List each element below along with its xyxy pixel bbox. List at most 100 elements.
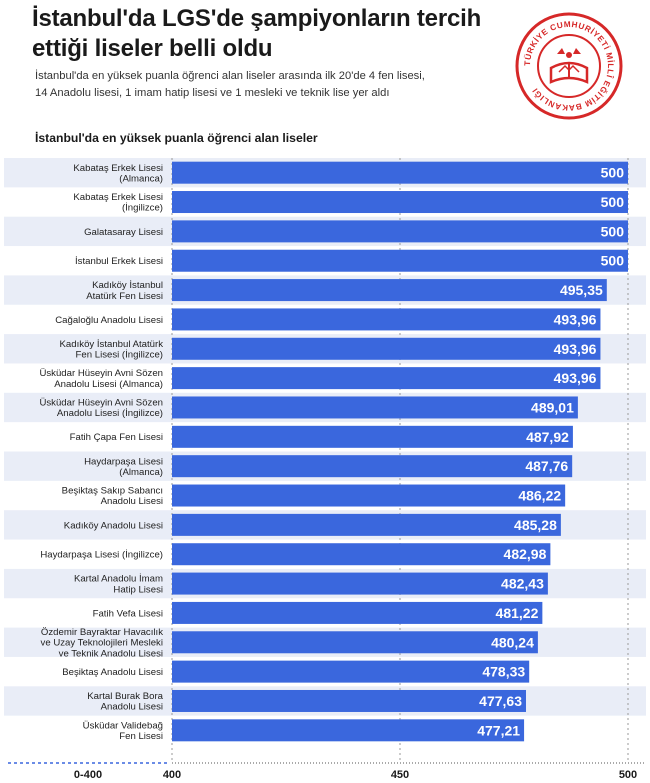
category-label: Kartal Anadolu İmam Hatip Lisesi	[74, 574, 163, 596]
category-label: Kadıköy İstanbul Atatürk Fen Lisesi (İngi…	[60, 339, 164, 361]
bar	[172, 513, 561, 536]
category-label-line: Fen Lisesi (İngilizce)	[76, 349, 163, 360]
axis-break-label: 0-400	[74, 769, 102, 781]
category-label-line: Anadolu Lisesi	[101, 702, 163, 713]
category-label-line: ve Uzay Teknolojileri Mesleki	[41, 638, 163, 649]
data-label: 477,21	[477, 722, 520, 738]
category-label: Üsküdar Hüseyin Avni Sözen Anadolu Lisesi…	[39, 398, 163, 420]
data-label: 493,96	[554, 311, 597, 327]
category-label: Kadıköy İstanbul Atatürk Fen Lisesi	[86, 280, 163, 302]
tick-label: 400	[163, 769, 181, 781]
data-label: 487,92	[526, 429, 569, 445]
tick-label: 500	[619, 769, 637, 781]
data-label: 480,24	[491, 634, 534, 650]
category-label: İstanbul Erkek Lisesi	[75, 256, 163, 267]
data-label: 500	[601, 223, 625, 239]
data-label: 478,33	[482, 664, 525, 680]
data-label: 495,35	[560, 282, 603, 298]
category-label-line: Kadıköy İstanbul	[92, 280, 163, 291]
category-label-line: İstanbul Erkek Lisesi	[75, 256, 163, 267]
data-label: 500	[601, 253, 625, 269]
category-label-line: Anadolu Lisesi	[101, 496, 163, 507]
bar	[172, 484, 566, 507]
data-label: 500	[601, 194, 625, 210]
category-label-line: (Almanca)	[119, 467, 163, 478]
category-label: Haydarpaşa Lisesi (Almanca)	[84, 456, 163, 478]
category-label: Özdemir Bayraktar Havacılık ve Uzay Tekno…	[41, 627, 164, 659]
category-label-line: Anadolu Lisesi (Almanca)	[54, 379, 163, 390]
category-label-line: Özdemir Bayraktar Havacılık	[41, 627, 163, 638]
category-label-line: Atatürk Fen Lisesi	[86, 291, 163, 302]
category-label-line: Kadıköy Anadolu Lisesi	[64, 520, 163, 531]
bar	[172, 543, 551, 566]
subtitle: İstanbul'da en yüksek puanla öğrenci ala…	[35, 68, 505, 101]
bar	[172, 367, 601, 390]
subtitle-line-2: 14 Anadolu lisesi, 1 imam hatip lisesi v…	[35, 86, 390, 99]
category-label: Beşiktaş Sakıp Sabancı Anadolu Lisesi	[62, 486, 163, 508]
data-label: 493,96	[554, 341, 597, 357]
category-label: Üsküdar Hüseyin Avni Sözen Anadolu Lisesi…	[39, 368, 163, 390]
category-label: Galatasaray Lisesi	[84, 227, 163, 238]
subtitle-line-1: İstanbul'da en yüksek puanla öğrenci ala…	[35, 70, 425, 82]
bar	[172, 689, 526, 712]
bar	[172, 719, 525, 742]
category-label-line: ve Teknik Anadolu Lisesi	[59, 648, 163, 659]
category-label-line: Anadolu Lisesi (İngilizce)	[57, 408, 163, 419]
category-label-line: Beşiktaş Anadolu Lisesi	[62, 667, 163, 678]
title-line-2: ettiği liseler belli oldu	[32, 35, 273, 62]
bar	[172, 425, 573, 448]
bar	[172, 601, 543, 624]
category-label-line: Fatih Vefa Lisesi	[93, 608, 163, 619]
category-label-line: Kabataş Erkek Lisesi	[73, 163, 163, 174]
category-label: Fatih Vefa Lisesi	[93, 608, 163, 619]
bar	[172, 572, 548, 595]
bar	[172, 455, 573, 478]
data-label: 500	[601, 165, 625, 181]
category-label: Cağaloğlu Anadolu Lisesi	[55, 315, 163, 326]
category-label-line: Kartal Burak Bora	[87, 691, 163, 702]
category-label: Kabataş Erkek Lisesi (İngilizce)	[73, 192, 163, 214]
category-label-line: Haydarpaşa Lisesi (İngilizce)	[40, 550, 163, 561]
data-label: 482,98	[504, 546, 547, 562]
category-label-line: Hatip Lisesi	[113, 584, 163, 595]
category-label-line: Galatasaray Lisesi	[84, 227, 163, 238]
category-label-line: Kabataş Erkek Lisesi	[73, 192, 163, 203]
category-label: Üsküdar Validebağ Fen Lisesi	[83, 720, 163, 742]
data-label: 477,63	[479, 693, 522, 709]
data-label: 493,96	[554, 370, 597, 386]
data-label: 485,28	[514, 517, 557, 533]
category-label-line: Fen Lisesi	[119, 731, 163, 742]
category-label-line: Haydarpaşa Lisesi	[84, 456, 163, 467]
category-label-line: Fatih Çapa Fen Lisesi	[70, 432, 163, 443]
category-label-line: Üsküdar Hüseyin Avni Sözen	[39, 368, 163, 379]
meb-seal-icon: TÜRKİYE CUMHURİYETİ MİLLÎ EĞİTİM BAKANLI…	[515, 12, 623, 120]
page-title: İstanbul'da LGS'de şampiyonların tercih …	[32, 4, 502, 64]
data-label: 482,43	[501, 576, 544, 592]
bar	[172, 308, 601, 331]
chart-heading: İstanbul'da en yüksek puanla öğrenci ala…	[35, 131, 318, 145]
category-label-line: (Almanca)	[119, 173, 163, 184]
category-label: Kabataş Erkek Lisesi (Almanca)	[73, 163, 163, 185]
category-label: Beşiktaş Anadolu Lisesi	[62, 667, 163, 678]
data-label: 489,01	[531, 399, 574, 415]
bar	[172, 631, 538, 654]
category-label: Haydarpaşa Lisesi (İngilizce)	[40, 550, 163, 561]
bar	[172, 337, 601, 360]
category-label-line: Üsküdar Hüseyin Avni Sözen	[39, 398, 163, 409]
bar	[172, 396, 578, 419]
category-label: Kartal Burak Bora Anadolu Lisesi	[87, 691, 163, 713]
tick-label: 450	[391, 769, 409, 781]
bar	[172, 249, 628, 272]
data-label: 486,22	[518, 488, 561, 504]
category-label-line: Kadıköy İstanbul Atatürk	[60, 339, 164, 350]
category-label: Kadıköy Anadolu Lisesi	[64, 520, 163, 531]
category-label-line: Üsküdar Validebağ	[83, 720, 163, 731]
bar	[172, 220, 628, 243]
title-line-1: İstanbul'da LGS'de şampiyonların tercih	[32, 5, 482, 32]
bar	[172, 191, 628, 214]
category-label: Fatih Çapa Fen Lisesi	[70, 432, 163, 443]
seal-emblem	[549, 48, 589, 84]
category-label-line: Cağaloğlu Anadolu Lisesi	[55, 315, 163, 326]
data-label: 481,22	[496, 605, 539, 621]
